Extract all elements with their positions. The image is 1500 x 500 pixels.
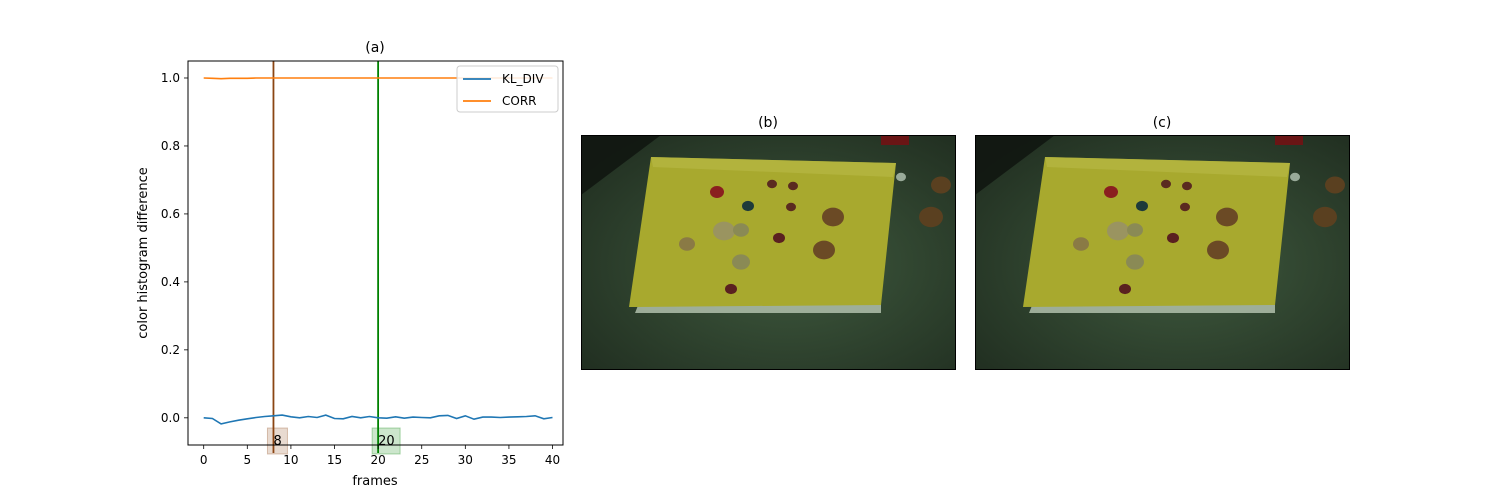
x-tick-label: 35 xyxy=(501,453,516,467)
x-tick-label: 40 xyxy=(545,453,560,467)
scene-object xyxy=(713,221,735,241)
y-tick-label: 0.6 xyxy=(161,207,180,221)
x-tick-label: 20 xyxy=(370,453,385,467)
tray-edge xyxy=(651,157,896,177)
scene-object xyxy=(1136,200,1148,212)
x-tick-label: 0 xyxy=(200,453,208,467)
scene-object xyxy=(679,237,695,251)
scene-object xyxy=(896,172,906,182)
x-tick-label: 30 xyxy=(458,453,473,467)
legend: KL_DIV CORR xyxy=(456,65,559,113)
scene-object xyxy=(732,254,750,270)
scene-object xyxy=(822,207,844,227)
scene-object xyxy=(931,176,951,194)
x-axis-ticks: 0 5 10 15 20 25 30 35 40 xyxy=(200,445,560,467)
panel-c-photo xyxy=(975,135,1350,370)
scene-object xyxy=(919,206,943,228)
marker-labels: 8 20 xyxy=(273,434,394,449)
y-axis-ticks: 0.0 0.2 0.4 0.6 0.8 1.0 xyxy=(161,71,188,425)
tray-edge xyxy=(1045,157,1290,177)
chart-title: (a) xyxy=(365,40,385,56)
scene-object xyxy=(1126,254,1144,270)
x-tick-label: 25 xyxy=(414,453,429,467)
scene-object xyxy=(813,240,835,260)
scene-shadow xyxy=(975,135,1055,195)
scene-object xyxy=(1167,232,1179,244)
scene-object xyxy=(725,283,737,295)
tray xyxy=(629,157,896,307)
marker-label-1: 20 xyxy=(378,434,395,449)
photo-frame xyxy=(581,135,956,370)
scene-object xyxy=(767,179,777,189)
scene-object xyxy=(1107,221,1129,241)
scene-object xyxy=(1127,223,1143,237)
legend-label: CORR xyxy=(502,94,537,108)
scene-object xyxy=(1161,179,1171,189)
series-line-kl-div xyxy=(203,414,553,425)
photo-frame xyxy=(975,135,1350,370)
scene-object xyxy=(742,200,754,212)
scene-object xyxy=(1290,172,1300,182)
scene-object xyxy=(786,202,796,212)
x-axis-label: frames xyxy=(352,474,398,489)
scene-object xyxy=(1104,186,1118,198)
legend-label: KL_DIV xyxy=(502,72,544,86)
marker-label-0: 8 xyxy=(273,434,281,449)
panel-c-title: (c) xyxy=(1153,115,1172,131)
scene-object xyxy=(1275,135,1303,145)
scene-object xyxy=(881,135,909,145)
marker-bands xyxy=(266,427,401,455)
marker-lines xyxy=(272,61,380,453)
scene-object xyxy=(733,223,749,237)
panel-b-photo xyxy=(581,135,956,370)
scene-object xyxy=(1313,206,1337,228)
panel-b-title: (b) xyxy=(758,115,778,131)
scene-object xyxy=(1073,237,1089,251)
y-tick-label: 0.4 xyxy=(161,275,180,289)
y-tick-label: 0.8 xyxy=(161,139,180,153)
scene-object xyxy=(710,186,724,198)
y-tick-label: 0.2 xyxy=(161,343,180,357)
tray xyxy=(1023,157,1290,307)
y-tick-label: 0.0 xyxy=(161,411,180,425)
scene-shadow xyxy=(581,135,661,195)
y-tick-label: 1.0 xyxy=(161,71,180,85)
scene-object xyxy=(1207,240,1229,260)
chart-a: (a) 0 5 10 15 20 25 30 35 40 0.00.20.40.60.81.0 … xyxy=(136,40,564,489)
marker-band-1 xyxy=(371,427,401,455)
scene-object xyxy=(788,181,798,191)
y-axis-label: color histogram difference xyxy=(136,167,151,338)
scene-object xyxy=(1325,176,1345,194)
x-tick-label: 10 xyxy=(283,453,298,467)
scene-object xyxy=(1216,207,1238,227)
plot-frame xyxy=(187,60,564,446)
scene-object xyxy=(1119,283,1131,295)
x-tick-label: 5 xyxy=(243,453,251,467)
marker-band-0 xyxy=(266,427,288,455)
x-tick-label: 15 xyxy=(327,453,342,467)
scene-object xyxy=(773,232,785,244)
scene-object xyxy=(1180,202,1190,212)
scene-object xyxy=(1182,181,1192,191)
